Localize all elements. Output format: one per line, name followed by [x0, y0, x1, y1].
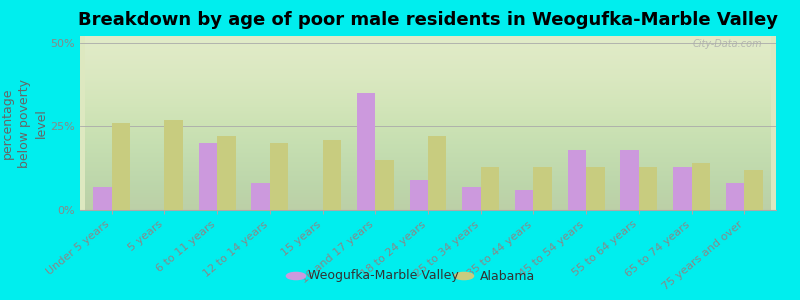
Bar: [586, 167, 605, 210]
Bar: [270, 143, 288, 210]
Text: Alabama: Alabama: [480, 269, 535, 283]
Bar: [726, 183, 744, 210]
Bar: [481, 167, 499, 210]
Bar: [217, 136, 235, 210]
Bar: [639, 167, 658, 210]
Bar: [568, 150, 586, 210]
Title: Breakdown by age of poor male residents in Weogufka-Marble Valley: Breakdown by age of poor male residents …: [78, 11, 778, 29]
Y-axis label: percentage
below poverty
level: percentage below poverty level: [1, 79, 48, 167]
Text: Weogufka-Marble Valley: Weogufka-Marble Valley: [308, 269, 458, 283]
Bar: [515, 190, 534, 210]
Bar: [251, 183, 270, 210]
Bar: [534, 167, 552, 210]
Bar: [198, 143, 217, 210]
Bar: [744, 170, 763, 210]
Bar: [375, 160, 394, 210]
Bar: [322, 140, 341, 210]
Bar: [692, 163, 710, 210]
Bar: [621, 150, 639, 210]
Bar: [410, 180, 428, 210]
Bar: [673, 167, 692, 210]
Bar: [428, 136, 446, 210]
Bar: [93, 187, 112, 210]
Text: City-Data.com: City-Data.com: [693, 40, 762, 50]
Bar: [112, 123, 130, 210]
Bar: [164, 120, 183, 210]
Bar: [357, 93, 375, 210]
Bar: [462, 187, 481, 210]
